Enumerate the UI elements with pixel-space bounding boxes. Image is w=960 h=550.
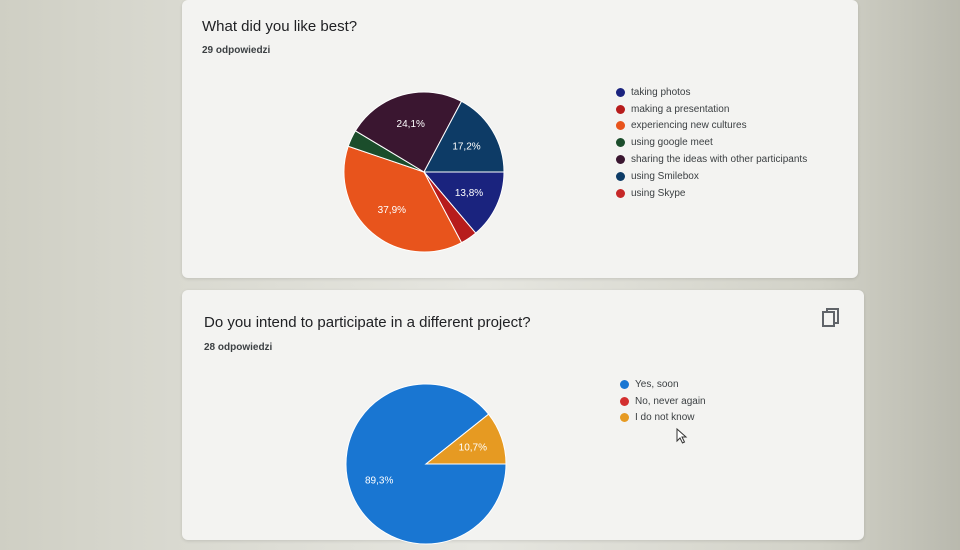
chart-legend: Yes, soon No, never again I do not know xyxy=(620,376,706,426)
question-title: What did you like best? xyxy=(202,18,358,35)
legend-label: experiencing new cultures xyxy=(631,120,747,132)
chart-legend: taking photos making a presentation experi… xyxy=(616,84,807,202)
legend-swatch xyxy=(620,396,629,406)
legend-label: using google meet xyxy=(631,137,713,149)
pie-slice xyxy=(424,413,507,465)
response-count: 29 odpowiedzi xyxy=(202,45,271,56)
slice-label: 89,3% xyxy=(365,475,393,486)
legend-swatch xyxy=(616,171,625,181)
pie-slice xyxy=(354,91,463,173)
legend-swatch xyxy=(620,413,629,423)
slice-label: 17,2% xyxy=(452,141,480,152)
pie-slice xyxy=(343,145,463,253)
legend-item: Yes, soon xyxy=(620,376,706,393)
legend-item: I do not know xyxy=(620,410,706,427)
legend-item: using Skype xyxy=(616,185,807,202)
question-card-participate: Do you intend to participate in a differ… xyxy=(182,290,864,545)
legend-label: using Skype xyxy=(631,187,686,199)
legend-item: using Smilebox xyxy=(616,168,807,185)
question-card-like-best: What did you like best? 29 odpowiedzi 13… xyxy=(182,0,858,278)
legend-label: I do not know xyxy=(635,412,695,424)
legend-item: using google meet xyxy=(616,134,807,151)
legend-swatch xyxy=(616,87,625,97)
legend-label: using Smilebox xyxy=(631,170,699,182)
legend-swatch xyxy=(616,121,625,131)
legend-swatch xyxy=(616,188,625,198)
legend-label: No, never again xyxy=(635,395,706,407)
legend-swatch xyxy=(616,138,625,148)
legend-swatch xyxy=(620,379,629,389)
pie-chart-like-best: 13,8% 37,9% 24,1% 17,2% xyxy=(343,91,505,253)
copy-icon[interactable] xyxy=(822,308,840,328)
slice-label: 37,9% xyxy=(378,205,406,216)
legend-item: experiencing new cultures xyxy=(616,118,807,135)
mouse-cursor-icon xyxy=(676,427,688,444)
legend-swatch xyxy=(616,155,625,165)
slice-label: 24,1% xyxy=(397,119,425,130)
legend-item: taking photos xyxy=(616,84,807,101)
question-title: Do you intend to participate in a differ… xyxy=(204,314,531,331)
legend-label: taking photos xyxy=(631,86,691,98)
pie-slice xyxy=(422,171,505,234)
legend-item: making a presentation xyxy=(616,101,807,118)
legend-label: sharing the ideas with other participant… xyxy=(631,154,808,166)
legend-item: No, never again xyxy=(620,393,706,410)
legend-swatch xyxy=(616,104,625,114)
slice-label: 10,7% xyxy=(459,443,487,454)
legend-item: sharing the ideas with other participant… xyxy=(616,151,807,168)
response-count: 28 odpowiedzi xyxy=(204,342,273,353)
pie-slice xyxy=(423,100,505,173)
legend-label: Yes, soon xyxy=(635,378,679,390)
slice-label: 13,8% xyxy=(455,188,483,199)
legend-label: making a presentation xyxy=(631,103,730,115)
pie-chart-participate: 89,3% 10,7% xyxy=(345,383,507,545)
